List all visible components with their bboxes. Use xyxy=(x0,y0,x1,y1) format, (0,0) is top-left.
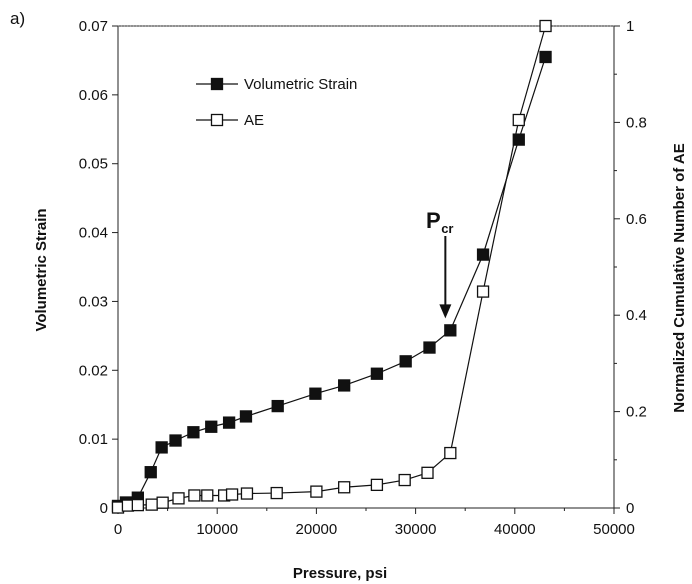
series-1-point xyxy=(309,387,322,400)
annotation-arrow-head xyxy=(439,304,452,319)
series-1-point xyxy=(423,341,436,354)
series-1-point xyxy=(144,466,157,479)
series-1-point xyxy=(444,324,457,337)
legend-marker xyxy=(210,113,224,127)
y2-tick-label: 0.4 xyxy=(626,307,647,324)
series-2-point xyxy=(201,489,214,502)
series-2-point xyxy=(476,285,490,298)
y-tick-label: 0.04 xyxy=(79,225,108,242)
axes: 0 10000 20000 30000 40000 50000 0 0.01 0.02 0.03 0… xyxy=(79,18,647,538)
y-tick-label: 0.02 xyxy=(79,362,108,379)
x-tick-label: 30000 xyxy=(395,521,437,538)
series-1-point xyxy=(539,50,552,64)
series-2-point xyxy=(270,486,283,500)
y2-tick-label: 1 xyxy=(626,18,634,35)
series-2-point xyxy=(310,485,323,498)
x-tick-label: 40000 xyxy=(494,521,536,538)
y-tick-label: 0.07 xyxy=(79,18,108,35)
series-1-point xyxy=(370,367,384,380)
series-2-point xyxy=(225,488,239,501)
series-line-2 xyxy=(117,25,547,509)
y2-tick-label: 0.6 xyxy=(626,211,647,228)
series-2-point xyxy=(145,498,158,511)
annotation-subscript: cr xyxy=(441,221,453,236)
legend-label: Volumetric Strain xyxy=(244,76,357,93)
series-1-point xyxy=(155,441,168,454)
series-1-point xyxy=(222,416,236,429)
y-tick-label: 0 xyxy=(100,500,108,517)
y-axis-title: Volumetric Strain xyxy=(33,208,50,331)
series-line-1 xyxy=(117,56,547,507)
series-2-point xyxy=(370,478,384,492)
series-2-point xyxy=(338,481,351,494)
series-2-point xyxy=(172,492,185,505)
series-1-point xyxy=(338,379,351,392)
series-2-point xyxy=(131,498,144,512)
legend-marker xyxy=(210,77,224,91)
y-tick-label: 0.01 xyxy=(79,431,108,448)
x-tick-label: 10000 xyxy=(196,521,238,538)
series-layer xyxy=(111,19,552,514)
y-tick-label: 0.06 xyxy=(79,87,108,104)
legend: Volumetric Strain AE xyxy=(196,76,357,129)
annotation-label: P xyxy=(426,208,441,233)
y2-tick-label: 0.2 xyxy=(626,404,647,421)
series-1-point xyxy=(271,399,284,413)
series-1-point xyxy=(239,410,253,423)
series-1-point xyxy=(399,355,412,368)
x-axis-title: Pressure, psi xyxy=(293,565,387,582)
series-1-point xyxy=(512,133,525,146)
series-1-point xyxy=(476,248,490,261)
panel-label: a) xyxy=(10,9,25,28)
y2-tick-label: 0.8 xyxy=(626,114,647,131)
y2-tick-label: 0 xyxy=(626,500,634,517)
legend-label: AE xyxy=(244,112,264,129)
x-tick-label: 0 xyxy=(114,521,122,538)
series-1-point xyxy=(169,434,182,447)
series-2-point xyxy=(156,496,169,509)
series-2-point xyxy=(398,473,411,487)
series-2-point xyxy=(444,446,457,460)
series-2-point xyxy=(240,487,254,500)
y-tick-label: 0.05 xyxy=(79,156,108,173)
y-tick-label: 0.03 xyxy=(79,293,108,310)
series-1-point xyxy=(187,426,200,439)
series-2-point xyxy=(188,489,201,502)
y2-axis-title: Normalized Cumulative Number of AE xyxy=(671,143,688,413)
series-1-point xyxy=(205,420,218,433)
series-2-point xyxy=(421,466,434,479)
series-2-point xyxy=(539,19,552,33)
x-tick-label: 50000 xyxy=(593,521,635,538)
series-2-point xyxy=(512,113,525,127)
x-tick-label: 20000 xyxy=(296,521,338,538)
